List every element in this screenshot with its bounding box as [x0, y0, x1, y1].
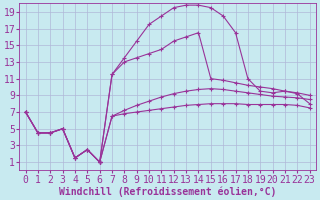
- X-axis label: Windchill (Refroidissement éolien,°C): Windchill (Refroidissement éolien,°C): [59, 186, 276, 197]
